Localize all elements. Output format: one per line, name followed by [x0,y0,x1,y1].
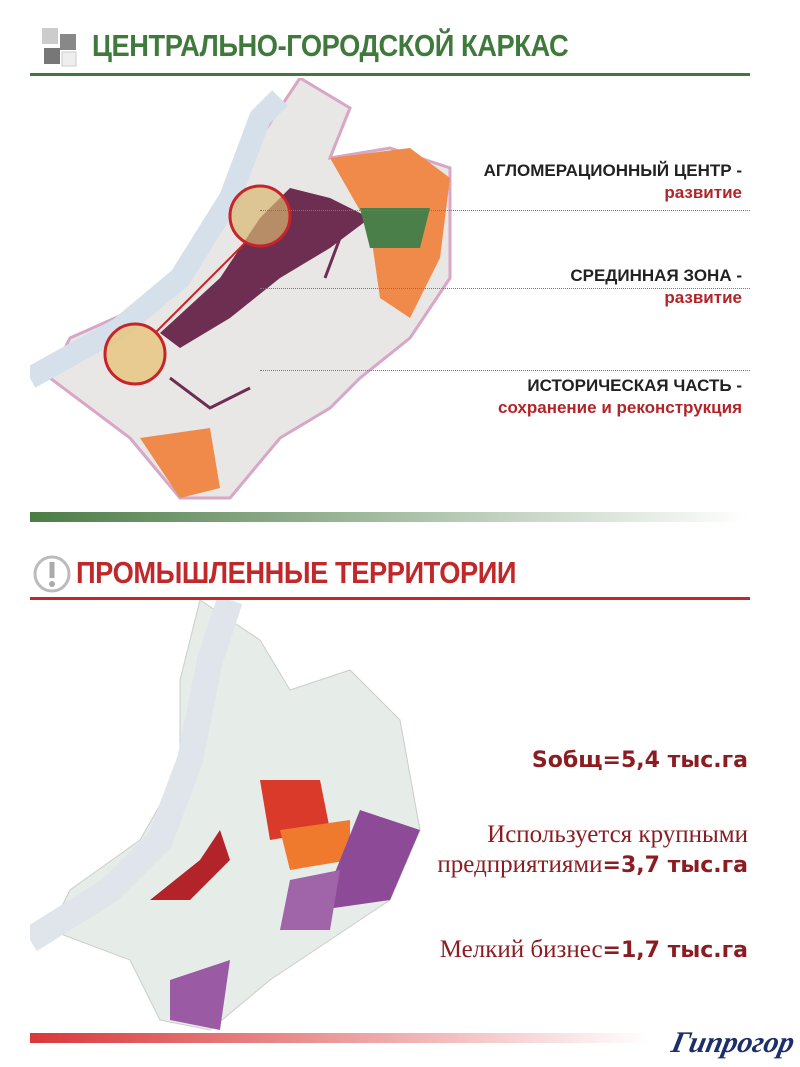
label-historic-part: ИСТОРИЧЕСКАЯ ЧАСТЬ - сохранение и реконс… [498,375,742,419]
gradient-bar [30,512,748,522]
label-agglomeration-center: АГЛОМЕРАЦИОННЫЙ ЦЕНТР - развитие [484,160,742,204]
stat-total-area: Sобщ=5,4 тыс.га [532,745,748,776]
section-title-central: ЦЕНТРАЛЬНО-ГОРОДСКОЙ КАРКАС [92,28,569,63]
label-sub: развитие [664,183,742,202]
leader-line [260,370,750,371]
label-title: ИСТОРИЧЕСКАЯ ЧАСТЬ - [527,376,742,395]
stat-value: Sобщ=5,4 тыс.га [531,748,748,773]
puzzle-icon [42,28,77,67]
central-map [30,78,452,500]
stat-text: Мелкий бизнес [439,936,603,963]
stat-text: Используется крупными [487,821,748,848]
label-title: СРЕДИННАЯ ЗОНА - [570,266,742,285]
section-title-industrial: ПРОМЫШЛЕННЫЕ ТЕРРИТОРИИ [76,555,517,590]
leader-line [260,288,750,289]
stat-small-business: Мелкий бизнес=1,7 тыс.га [440,935,748,966]
stat-value: =1,7 тыс.га [602,938,748,963]
gradient-bar [30,1033,650,1043]
stat-text: предприятиями [437,851,603,878]
exclamation-icon [33,555,71,593]
label-sub: сохранение и реконструкция [497,398,742,417]
divider [30,597,750,600]
giprogor-logo: Гипрогор [668,1026,798,1059]
industrial-map [30,600,421,1031]
stat-large-enterprises: Используется крупными предприятиями=3,7 … [437,820,748,881]
stat-value: =3,7 тыс.га [602,853,748,878]
label-title: АГЛОМЕРАЦИОННЫЙ ЦЕНТР - [483,161,742,180]
label-middle-zone: СРЕДИННАЯ ЗОНА - развитие [570,265,742,309]
label-sub: развитие [664,288,742,307]
leader-line [260,210,750,211]
divider [30,73,750,76]
